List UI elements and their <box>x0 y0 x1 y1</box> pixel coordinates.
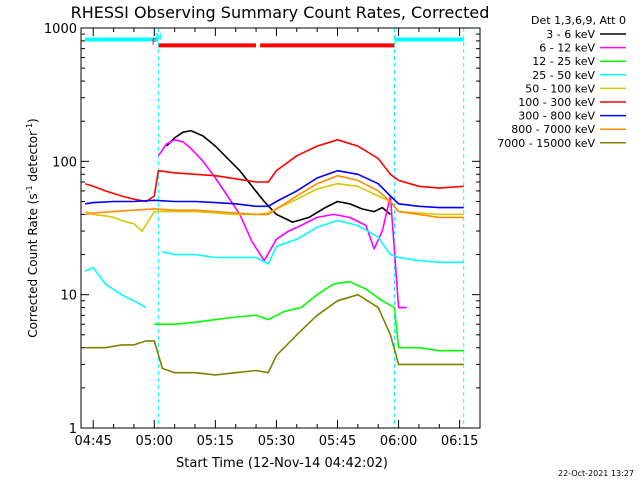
series-line-9 <box>85 293 464 376</box>
y-axis-label-end: ) <box>26 118 40 123</box>
y-tick-label: 1000 <box>44 22 77 37</box>
footer-date: 22-Oct-2021 13:27 <box>558 469 634 478</box>
x-tick-label: 06:00 <box>380 434 417 449</box>
y-axis: 1 10 100 1000 <box>44 22 480 437</box>
y-tick-label: 10 <box>60 289 77 304</box>
x-tick-label: 05:00 <box>136 434 173 449</box>
series-line-8 <box>84 174 464 219</box>
y-axis-label-main: Corrected Count Rate (s <box>26 193 40 337</box>
plot-frame <box>80 27 481 429</box>
x-tick-label: 05:45 <box>319 434 356 449</box>
legend-entry-label: 7000 - 15000 keV <box>497 137 595 150</box>
legend-header: Det 1,3,6,9, Att 0 <box>531 14 626 27</box>
y-tick-label: 100 <box>52 155 77 170</box>
legend-entry-label: 50 - 100 keV <box>525 82 595 95</box>
x-tick-label: 05:30 <box>258 434 295 449</box>
y-axis-label: Corrected Count Rate (s-1 detector-1) <box>25 118 40 337</box>
series-line-4 <box>84 219 464 309</box>
legend-entry-label: 800 - 7000 keV <box>511 123 595 136</box>
chart-title: RHESSI Observing Summary Count Rates, Co… <box>71 3 490 22</box>
y-axis-label-sup-1: -1 <box>25 185 34 193</box>
legend-entry-label: 100 - 300 keV <box>518 96 595 109</box>
x-tick-label: 05:15 <box>197 434 234 449</box>
series-line-7 <box>84 169 464 209</box>
legend-entry-label: 6 - 12 keV <box>539 42 595 55</box>
legend-entry-label: 300 - 800 keV <box>518 110 595 123</box>
series-line-2 <box>157 139 407 309</box>
x-tick-label: 04:45 <box>74 434 111 449</box>
series-line-6 <box>84 139 464 203</box>
flag-bars <box>85 37 464 48</box>
legend-entry-label: 25 - 50 keV <box>532 69 595 82</box>
y-tick-label: 1 <box>69 422 77 437</box>
series-line-1 <box>165 129 391 223</box>
series-line-3 <box>154 280 464 352</box>
night-markers <box>157 28 465 428</box>
y-axis-label-sup-2: -1 <box>25 123 34 131</box>
annotation-label: N <box>155 32 162 42</box>
y-axis-label-mid: detector <box>26 131 40 186</box>
legend-entry-label: 12 - 25 keV <box>532 55 595 68</box>
x-axis-label: Start Time (12-Nov-14 04:42:02) <box>176 456 388 471</box>
x-axis: 04:45 05:00 05:15 05:30 05:45 06:00 06:15 <box>74 28 481 449</box>
annotation-label: F <box>152 38 157 48</box>
legend-entry-label: 3 - 6 keV <box>546 28 595 41</box>
x-tick-label: 06:15 <box>441 434 478 449</box>
series-line-5 <box>84 182 464 232</box>
annotations: FN <box>152 32 162 48</box>
series-lines <box>84 129 464 376</box>
